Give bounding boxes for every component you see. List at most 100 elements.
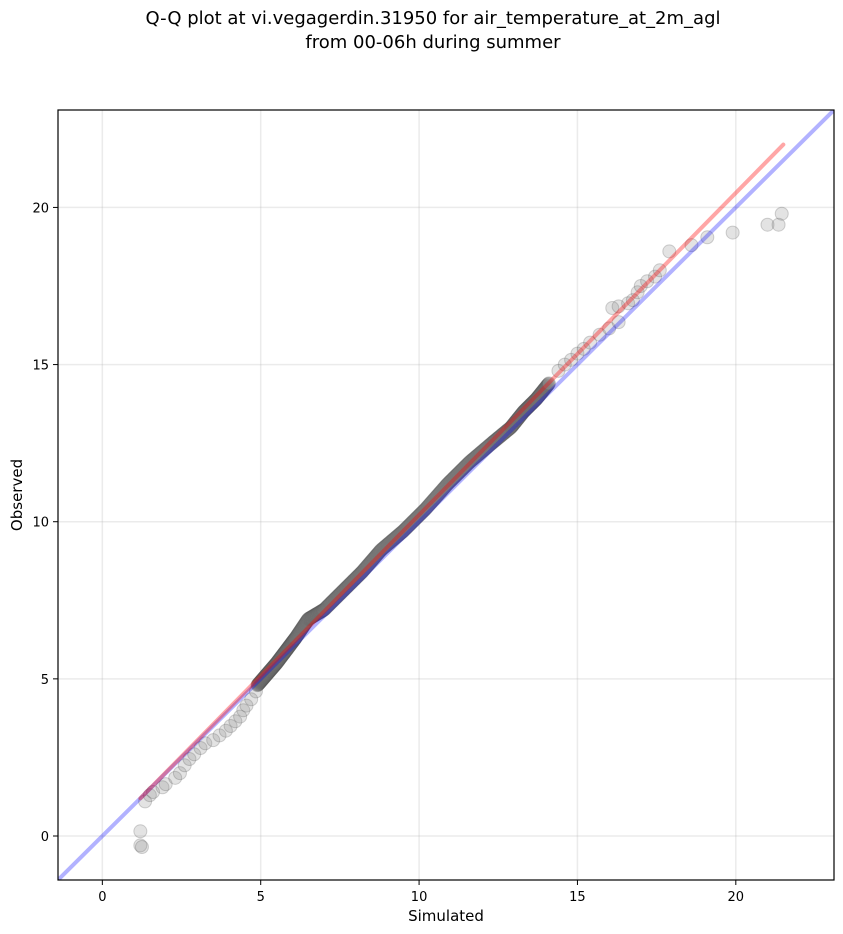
data-point [576, 341, 591, 356]
data-point [265, 661, 280, 676]
data-point [370, 547, 385, 562]
data-point [281, 640, 296, 655]
data-point [432, 485, 447, 500]
data-point [515, 405, 530, 420]
data-point [436, 481, 451, 496]
data-point [363, 554, 378, 569]
data-point [332, 587, 347, 602]
data-point [460, 457, 475, 472]
data-point [490, 431, 505, 446]
data-point [510, 412, 525, 427]
data-point [621, 296, 636, 311]
data-point [287, 632, 302, 647]
data-point [284, 636, 299, 651]
data-point [446, 471, 461, 486]
data-point [301, 612, 316, 627]
data-point [454, 463, 469, 478]
data-point [352, 567, 367, 582]
data-point [435, 482, 450, 497]
data-point [319, 600, 334, 615]
data-point [343, 576, 358, 591]
data-point [324, 595, 339, 610]
data-point [269, 656, 284, 671]
data-point [403, 516, 418, 531]
data-point [518, 403, 533, 418]
data-point [483, 437, 498, 452]
data-point [465, 452, 480, 467]
data-point [439, 477, 454, 492]
data-point [526, 394, 541, 409]
data-point [495, 427, 510, 442]
data-point [260, 666, 275, 681]
data-point [212, 728, 227, 743]
data-point [260, 667, 275, 682]
data-point [383, 535, 398, 550]
data-point [402, 518, 417, 533]
data-point [294, 621, 309, 636]
data-point [541, 377, 556, 392]
data-point [286, 633, 301, 648]
data-point [206, 733, 221, 748]
data-point [412, 508, 427, 523]
data-point [244, 692, 259, 707]
data-point [308, 607, 323, 622]
data-point [288, 631, 303, 646]
data-point [317, 601, 332, 616]
data-point [388, 530, 403, 545]
data-point [503, 420, 518, 435]
data-point [357, 561, 372, 576]
data-point [304, 609, 319, 624]
data-point [495, 427, 510, 442]
data-point [725, 225, 740, 240]
data-point [429, 489, 444, 504]
data-point [428, 490, 443, 505]
data-point [294, 622, 309, 637]
data-point [400, 519, 415, 534]
y-tick-label: 15 [32, 359, 49, 374]
data-point [261, 665, 276, 680]
data-point [478, 441, 493, 456]
data-point [360, 559, 375, 574]
data-point [266, 659, 281, 674]
data-point [451, 466, 466, 480]
data-point [253, 674, 268, 689]
data-point [329, 590, 344, 605]
data-point [431, 487, 446, 502]
data-point [539, 378, 554, 393]
data-point [341, 578, 356, 593]
x-tick-label: 5 [257, 890, 265, 905]
data-point [487, 434, 502, 449]
y-axis-label: Observed [8, 459, 26, 531]
data-point [269, 656, 284, 671]
data-point [443, 473, 458, 488]
data-point [353, 566, 368, 581]
data-point [519, 402, 534, 417]
data-point [311, 605, 326, 620]
data-point [438, 479, 453, 494]
data-point [437, 480, 452, 495]
data-point [375, 541, 390, 556]
data-point [520, 401, 535, 416]
data-point [457, 460, 472, 475]
data-point [477, 442, 492, 457]
data-point [484, 436, 499, 451]
data-point [366, 551, 381, 566]
data-point [523, 397, 538, 412]
data-point [292, 625, 307, 640]
data-point [357, 562, 372, 577]
data-point [133, 838, 148, 853]
data-point [386, 532, 401, 547]
data-point [405, 514, 420, 529]
data-point [494, 428, 509, 443]
data-point [474, 444, 489, 459]
data-point [430, 488, 445, 503]
data-point [158, 777, 173, 792]
data-point [521, 399, 536, 414]
data-point [476, 443, 491, 458]
data-point [640, 274, 655, 289]
data-point [513, 408, 528, 423]
data-point [304, 610, 319, 625]
data-point [363, 555, 378, 570]
data-point [493, 428, 508, 443]
data-point [532, 387, 547, 402]
